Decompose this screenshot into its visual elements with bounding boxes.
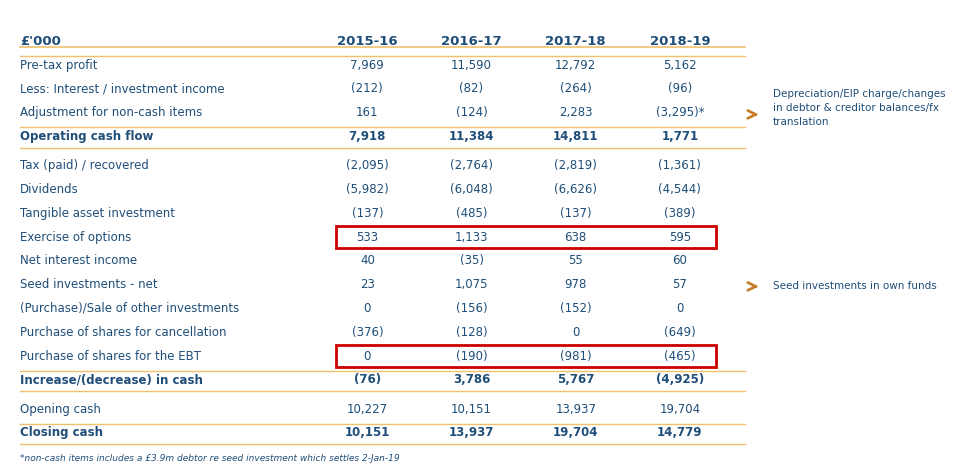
Text: 11,590: 11,590 bbox=[451, 58, 491, 71]
Text: (137): (137) bbox=[559, 207, 591, 220]
Text: (2,764): (2,764) bbox=[450, 159, 493, 172]
Text: 14,811: 14,811 bbox=[553, 130, 598, 143]
Text: Adjustment for non-cash items: Adjustment for non-cash items bbox=[20, 106, 202, 119]
Text: 1,075: 1,075 bbox=[455, 278, 488, 291]
Text: Tangible asset investment: Tangible asset investment bbox=[20, 207, 175, 220]
Text: (2,819): (2,819) bbox=[554, 159, 597, 172]
Text: 978: 978 bbox=[564, 278, 586, 291]
Text: 23: 23 bbox=[359, 278, 375, 291]
Text: (981): (981) bbox=[559, 349, 591, 362]
Text: 5,767: 5,767 bbox=[556, 373, 594, 386]
Text: 0: 0 bbox=[572, 326, 579, 339]
Text: 2,283: 2,283 bbox=[558, 106, 592, 119]
Text: 2018-19: 2018-19 bbox=[649, 35, 709, 48]
Text: (128): (128) bbox=[456, 326, 487, 339]
Text: (4,925): (4,925) bbox=[655, 373, 703, 386]
Text: (649): (649) bbox=[663, 326, 695, 339]
Text: 0: 0 bbox=[363, 302, 371, 315]
Text: Seed investments in own funds: Seed investments in own funds bbox=[772, 281, 935, 291]
Text: 1,133: 1,133 bbox=[455, 231, 488, 244]
Text: (137): (137) bbox=[351, 207, 382, 220]
Text: 10,227: 10,227 bbox=[347, 403, 387, 416]
Text: 5,162: 5,162 bbox=[662, 58, 696, 71]
Text: (156): (156) bbox=[456, 302, 487, 315]
Text: 0: 0 bbox=[676, 302, 683, 315]
Text: (Purchase)/Sale of other investments: (Purchase)/Sale of other investments bbox=[20, 302, 239, 315]
Text: 12,792: 12,792 bbox=[554, 58, 596, 71]
Text: (264): (264) bbox=[559, 82, 591, 95]
Text: 40: 40 bbox=[359, 255, 375, 268]
Text: 57: 57 bbox=[672, 278, 686, 291]
Text: 0: 0 bbox=[363, 349, 371, 362]
Text: 7,969: 7,969 bbox=[350, 58, 383, 71]
Text: 2017-18: 2017-18 bbox=[545, 35, 605, 48]
Text: Opening cash: Opening cash bbox=[20, 403, 101, 416]
Text: *non-cash items includes a £3.9m debtor re seed investment which settles 2-Jan-1: *non-cash items includes a £3.9m debtor … bbox=[20, 454, 400, 463]
Text: Tax (paid) / recovered: Tax (paid) / recovered bbox=[20, 159, 149, 172]
Text: (190): (190) bbox=[456, 349, 487, 362]
Text: Exercise of options: Exercise of options bbox=[20, 231, 132, 244]
Text: Pre-tax profit: Pre-tax profit bbox=[20, 58, 97, 71]
Text: (465): (465) bbox=[663, 349, 695, 362]
Text: 14,779: 14,779 bbox=[656, 426, 702, 439]
Text: 3,786: 3,786 bbox=[453, 373, 490, 386]
Text: (5,982): (5,982) bbox=[346, 183, 388, 196]
Text: 595: 595 bbox=[668, 231, 690, 244]
Text: (4,544): (4,544) bbox=[657, 183, 701, 196]
Text: (35): (35) bbox=[459, 255, 483, 268]
Text: Purchase of shares for the EBT: Purchase of shares for the EBT bbox=[20, 349, 201, 362]
Text: 13,937: 13,937 bbox=[449, 426, 494, 439]
Text: (6,626): (6,626) bbox=[554, 183, 597, 196]
Text: Net interest income: Net interest income bbox=[20, 255, 137, 268]
Text: (212): (212) bbox=[351, 82, 382, 95]
Text: (6,048): (6,048) bbox=[450, 183, 492, 196]
Text: Seed investments - net: Seed investments - net bbox=[20, 278, 158, 291]
Text: (152): (152) bbox=[559, 302, 591, 315]
Text: 638: 638 bbox=[564, 231, 586, 244]
Text: (82): (82) bbox=[459, 82, 483, 95]
Text: (1,361): (1,361) bbox=[657, 159, 701, 172]
Text: 13,937: 13,937 bbox=[554, 403, 596, 416]
Text: £'000: £'000 bbox=[20, 35, 61, 48]
Text: Closing cash: Closing cash bbox=[20, 426, 103, 439]
Text: (376): (376) bbox=[351, 326, 382, 339]
Text: 2016-17: 2016-17 bbox=[441, 35, 502, 48]
Text: Dividends: Dividends bbox=[20, 183, 79, 196]
Text: 11,384: 11,384 bbox=[449, 130, 494, 143]
Text: (2,095): (2,095) bbox=[346, 159, 388, 172]
Text: Operating cash flow: Operating cash flow bbox=[20, 130, 154, 143]
Text: 10,151: 10,151 bbox=[451, 403, 491, 416]
Text: (124): (124) bbox=[456, 106, 487, 119]
Text: 533: 533 bbox=[356, 231, 378, 244]
Text: (485): (485) bbox=[456, 207, 487, 220]
Text: 19,704: 19,704 bbox=[553, 426, 598, 439]
Text: Less: Interest / investment income: Less: Interest / investment income bbox=[20, 82, 225, 95]
Text: Depreciation/EIP charge/changes
in debtor & creditor balances/fx
translation: Depreciation/EIP charge/changes in debto… bbox=[772, 89, 945, 127]
Text: 19,704: 19,704 bbox=[658, 403, 700, 416]
Text: 55: 55 bbox=[568, 255, 582, 268]
Text: 7,918: 7,918 bbox=[348, 130, 385, 143]
Text: Purchase of shares for cancellation: Purchase of shares for cancellation bbox=[20, 326, 227, 339]
Text: (96): (96) bbox=[667, 82, 691, 95]
Text: (389): (389) bbox=[663, 207, 695, 220]
Text: 60: 60 bbox=[672, 255, 686, 268]
Text: (3,295)*: (3,295)* bbox=[654, 106, 703, 119]
Text: Increase/(decrease) in cash: Increase/(decrease) in cash bbox=[20, 373, 203, 386]
Text: 1,771: 1,771 bbox=[660, 130, 698, 143]
Text: 161: 161 bbox=[356, 106, 379, 119]
Text: 10,151: 10,151 bbox=[344, 426, 389, 439]
Text: 2015-16: 2015-16 bbox=[336, 35, 397, 48]
Text: (76): (76) bbox=[354, 373, 381, 386]
